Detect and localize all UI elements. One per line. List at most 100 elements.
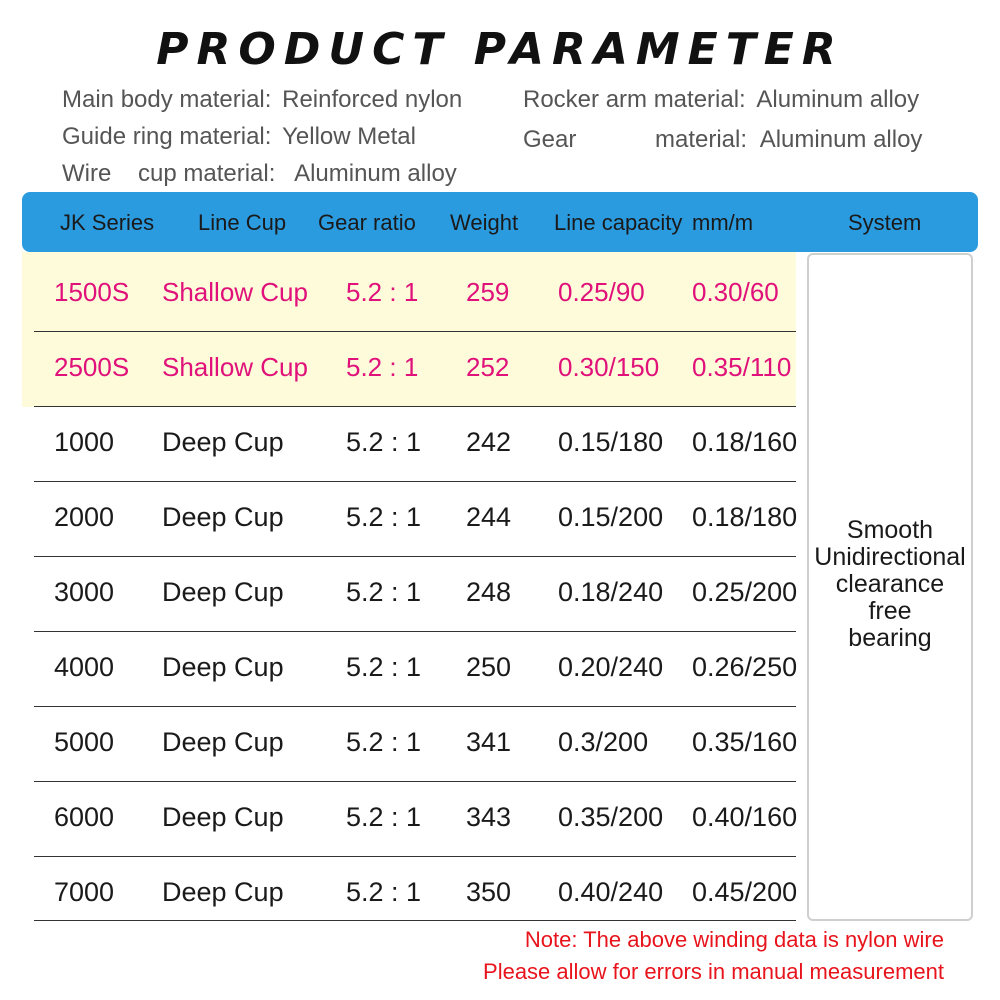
cell-line-cup: Shallow Cup (162, 352, 308, 382)
cell-gear-ratio: 5.2 : 1 (346, 502, 422, 532)
cell-series: 6000 (54, 802, 115, 832)
row-divider (34, 631, 796, 632)
table-row: 1500S Shallow Cup 5.2 : 1 259 0.25/90 0.30/60 (34, 257, 796, 332)
note-line: Please allow for errors in manual measur… (483, 959, 944, 984)
cell-line-cup: Deep Cup (162, 427, 284, 457)
spec-gear-key: material: (655, 126, 748, 153)
cell-line-capacity: 0.15/180 (558, 427, 664, 457)
table-row: 3000 Deep Cup 5.2 : 1 248 0.18/240 0.25/200 (34, 557, 798, 632)
cell-line-cup: Deep Cup (162, 727, 284, 757)
cell-line-capacity: 0.15/200 (558, 502, 664, 532)
cell-line-capacity: 0.40/240 (558, 877, 664, 907)
row-divider (34, 481, 796, 482)
cell-gear-ratio: 5.2 : 1 (346, 427, 422, 457)
table-header: JK Series Line Cup Gear ratio Weight Lin… (22, 192, 978, 252)
cell-line-cup: Deep Cup (162, 877, 284, 907)
cell-weight: 350 (466, 877, 512, 907)
spec-main-body: Main body material: Reinforced nylon (62, 86, 462, 114)
cell-mm-per-m: 0.40/160 (692, 802, 798, 832)
spec-rocker-arm-value: Aluminum alloy (756, 86, 920, 113)
spec-guide-ring-value: Yellow Metal (282, 123, 416, 150)
row-divider (34, 406, 796, 407)
cell-series: 1000 (54, 427, 115, 457)
table-row: 1000 Deep Cup 5.2 : 1 242 0.15/180 0.18/160 (34, 407, 798, 482)
cell-series: 3000 (54, 577, 115, 607)
cell-line-capacity: 0.20/240 (558, 652, 664, 682)
cell-series: 2500S (54, 352, 130, 382)
cell-series: 7000 (54, 877, 115, 907)
table-row: 5000 Deep Cup 5.2 : 1 341 0.3/200 0.35/160 (34, 707, 798, 782)
system-line: Unidirectional (814, 543, 966, 571)
cell-weight: 341 (466, 727, 512, 757)
spec-main-body-value: Reinforced nylon (282, 86, 463, 113)
cell-line-capacity: 0.3/200 (558, 727, 649, 757)
cell-line-capacity: 0.18/240 (558, 577, 664, 607)
header-series: JK Series (60, 210, 155, 235)
spec-guide-ring-key: Guide ring material: (62, 123, 272, 150)
cell-line-capacity: 0.35/200 (558, 802, 664, 832)
table-row: 4000 Deep Cup 5.2 : 1 250 0.20/240 0.26/250 (34, 632, 798, 707)
cell-mm-per-m: 0.18/160 (692, 427, 798, 457)
row-divider (34, 706, 796, 707)
header-mm-per-m: mm/m (692, 210, 754, 235)
spec-main-body-key: Main body material: (62, 86, 272, 113)
cell-gear-ratio: 5.2 : 1 (346, 577, 422, 607)
cell-mm-per-m: 0.45/200 (692, 877, 798, 907)
cell-line-capacity: 0.25/90 (558, 277, 645, 307)
system-line: bearing (848, 624, 932, 652)
cell-mm-per-m: 0.18/180 (692, 502, 798, 532)
cell-series: 1500S (54, 277, 130, 307)
cell-weight: 343 (466, 802, 512, 832)
system-line: free (868, 597, 912, 625)
cell-gear-ratio: 5.2 : 1 (346, 802, 422, 832)
system-description: Smooth Unidirectional clearance free bea… (809, 517, 971, 652)
cell-weight: 242 (466, 427, 512, 457)
spec-wire-cup-key: Wire cup material: (62, 160, 276, 187)
cell-gear-ratio: 5.2 : 1 (346, 352, 419, 382)
row-divider (34, 781, 796, 782)
cell-line-cup: Shallow Cup (162, 277, 308, 307)
header-line-capacity: Line capacity (554, 210, 683, 235)
spec-wire-cup: Wire cup material: Aluminum alloy (62, 160, 457, 188)
cell-gear-ratio: 5.2 : 1 (346, 652, 422, 682)
row-divider (34, 556, 796, 557)
cell-mm-per-m: 0.30/60 (692, 277, 779, 307)
table-row: 2000 Deep Cup 5.2 : 1 244 0.15/200 0.18/180 (34, 482, 798, 557)
cell-series: 5000 (54, 727, 115, 757)
page-title: PRODUCT PARAMETER (156, 24, 844, 75)
table-row: 6000 Deep Cup 5.2 : 1 343 0.35/200 0.40/160 (34, 782, 798, 857)
system-line: clearance (835, 570, 945, 598)
cell-mm-per-m: 0.26/250 (692, 652, 798, 682)
cell-mm-per-m: 0.35/160 (692, 727, 798, 757)
spec-wire-cup-value: Aluminum alloy (294, 160, 457, 187)
spec-gear-value: Aluminum alloy (759, 126, 923, 153)
cell-weight: 248 (466, 577, 512, 607)
cell-mm-per-m: 0.25/200 (692, 577, 798, 607)
header-weight: Weight (450, 210, 519, 235)
header-gear-ratio: Gear ratio (318, 210, 416, 235)
cell-line-cup: Deep Cup (162, 802, 284, 832)
system-line: Smooth (846, 516, 934, 544)
header-line-cup: Line Cup (198, 210, 287, 235)
cell-mm-per-m: 0.35/110 (692, 352, 792, 382)
cell-gear-ratio: 5.2 : 1 (346, 277, 419, 307)
cell-line-cup: Deep Cup (162, 652, 284, 682)
cell-gear-ratio: 5.2 : 1 (346, 877, 422, 907)
row-divider (34, 920, 796, 921)
spec-gear-word: Gear (523, 126, 577, 153)
cell-weight: 252 (466, 352, 510, 382)
cell-line-cup: Deep Cup (162, 577, 284, 607)
cell-line-capacity: 0.30/150 (558, 352, 660, 382)
note-line: Note: The above winding data is nylon wi… (524, 927, 944, 952)
table-row: 2500S Shallow Cup 5.2 : 1 252 0.30/150 0.35/1… (34, 332, 796, 407)
header-system: System (848, 210, 922, 235)
cell-line-cup: Deep Cup (162, 502, 284, 532)
system-cell: Smooth Unidirectional clearance free bea… (807, 253, 973, 921)
row-divider (34, 856, 796, 857)
cell-weight: 244 (466, 502, 512, 532)
spec-rocker-arm: Rocker arm material: Aluminum alloy (523, 86, 919, 114)
cell-gear-ratio: 5.2 : 1 (346, 727, 422, 757)
cell-weight: 259 (466, 277, 510, 307)
cell-series: 2000 (54, 502, 115, 532)
cell-series: 4000 (54, 652, 115, 682)
